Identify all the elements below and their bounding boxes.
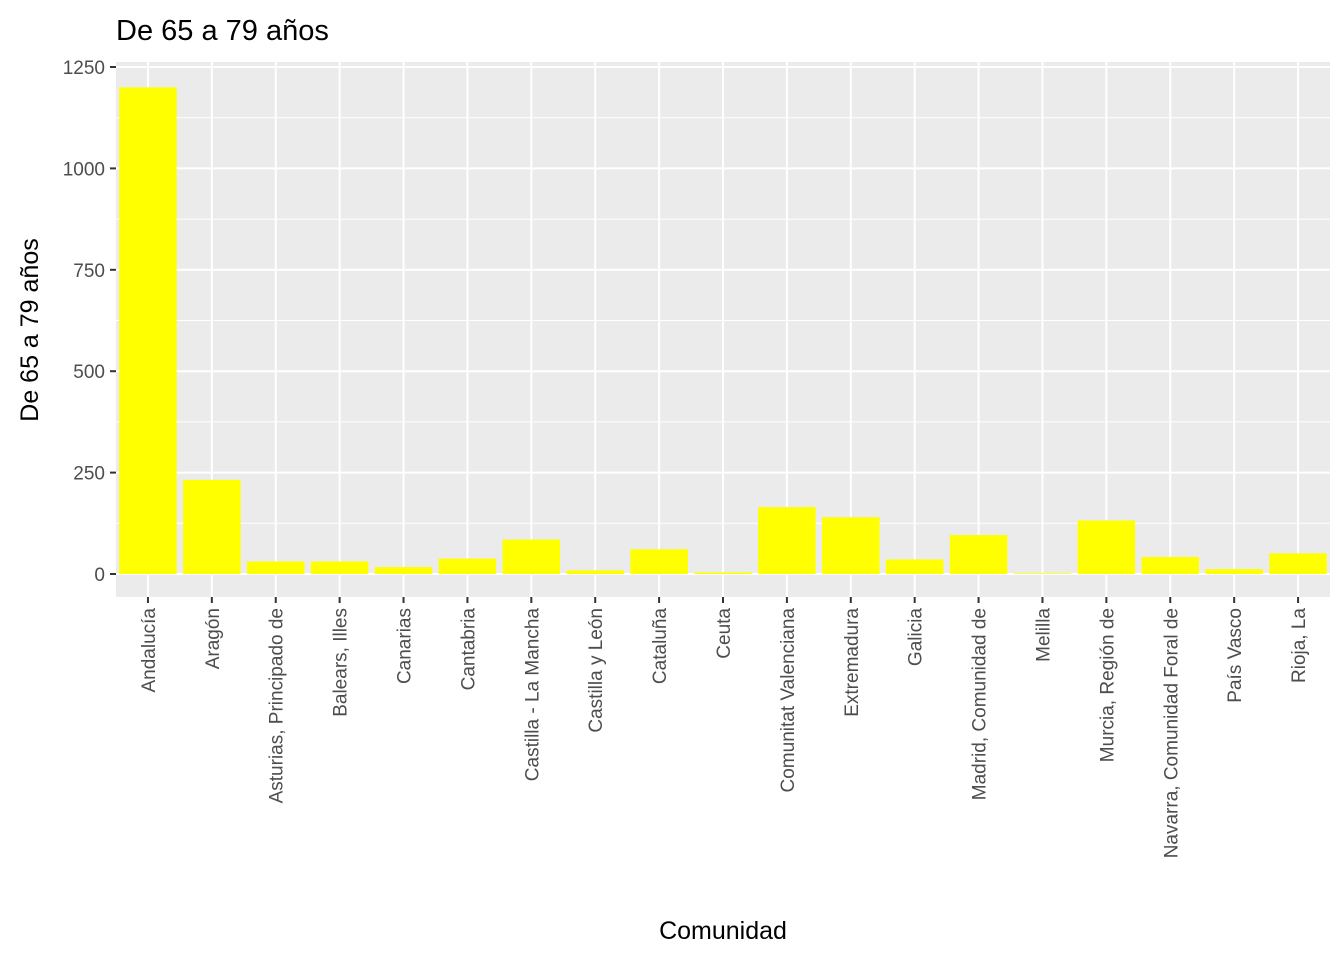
bar (119, 87, 177, 574)
x-tick-label: Murcia, Región de (1097, 608, 1118, 762)
major-gridlines (116, 62, 1330, 597)
bar (310, 561, 369, 574)
x-tick-label: Ceuta (714, 608, 735, 659)
x-tick-label: Extremadura (842, 608, 863, 717)
x-tick-label: Balears, Illes (331, 608, 352, 717)
y-tick-label: 250 (73, 464, 105, 485)
x-tick-label: Comunitat Valenciana (778, 608, 799, 793)
bar (246, 561, 305, 574)
x-tick-label: Rioja, La (1289, 608, 1310, 683)
x-tick-label: Navarra, Comunidad Foral de (1161, 608, 1182, 858)
bar (822, 517, 880, 574)
bar (949, 535, 1008, 574)
bar (438, 558, 497, 574)
x-tick-label: Asturias, Principado de (267, 608, 288, 803)
x-tick-label: Canarias (395, 608, 416, 684)
bar (1141, 556, 1200, 574)
bar (183, 479, 241, 574)
y-tick-label: 1000 (63, 159, 105, 180)
y-tick-label: 750 (73, 261, 105, 282)
bar (630, 549, 688, 574)
x-axis: Andalucía Aragón Asturias, Principado de Ba… (139, 597, 1310, 858)
bar (885, 559, 944, 574)
bar (1269, 553, 1327, 574)
bar (758, 507, 816, 574)
bar (694, 572, 752, 574)
bar (1077, 520, 1136, 574)
bar (502, 539, 561, 574)
chart-title: De 65 a 79 años (116, 15, 329, 47)
x-tick-label: Galicia (906, 608, 927, 667)
y-tick-label: 1250 (63, 58, 105, 79)
x-tick-label: Castilla - La Mancha (522, 608, 543, 782)
y-tick-label: 500 (73, 362, 105, 383)
x-tick-label: Aragón (203, 608, 224, 669)
x-tick-label: Cataluña (650, 608, 671, 684)
x-tick-label: Castilla y León (586, 608, 607, 733)
x-tick-label: Melilla (1033, 608, 1054, 662)
x-tick-label: Cantabria (458, 608, 479, 691)
bar (566, 570, 624, 574)
x-tick-label: País Vasco (1225, 608, 1246, 703)
bar (1205, 569, 1263, 574)
x-axis-title: Comunidad (659, 917, 787, 945)
bar (374, 567, 433, 574)
y-axis-title: De 65 a 79 años (16, 238, 44, 421)
x-tick-label: Madrid, Comunidad de (970, 608, 991, 800)
y-tick-label: 0 (94, 565, 105, 586)
bars (119, 87, 1327, 574)
x-tick-label: Andalucía (139, 608, 160, 693)
bar (1013, 573, 1072, 574)
y-axis: 0 250 500 750 1000 1250 (63, 58, 116, 586)
